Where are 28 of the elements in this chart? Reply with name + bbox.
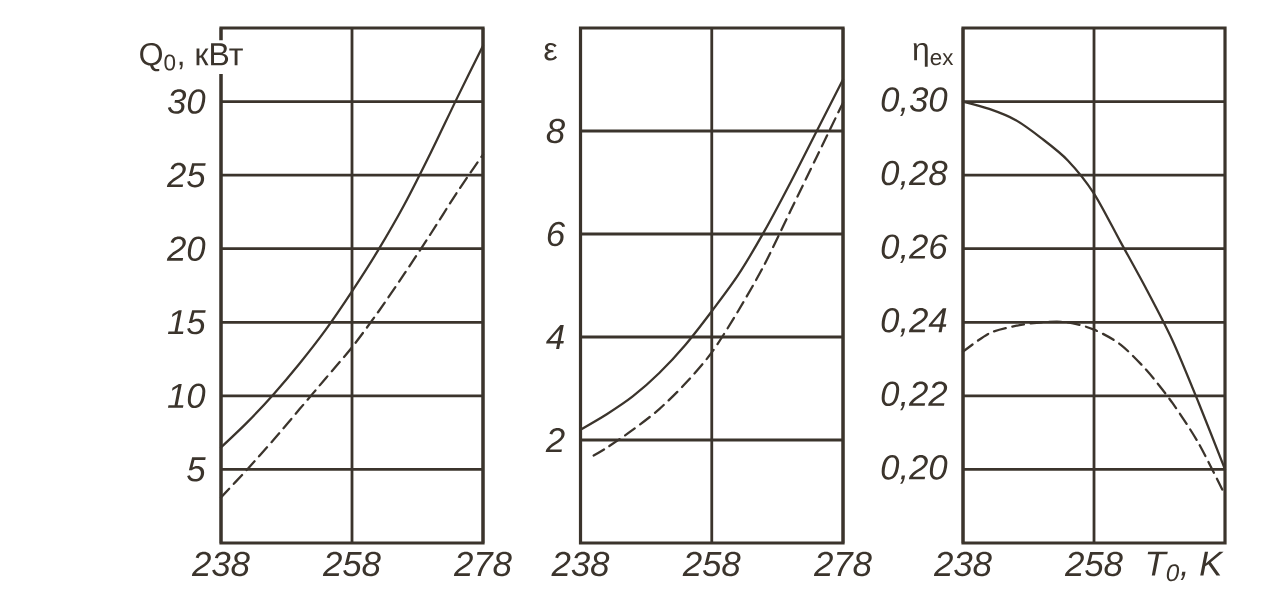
y-tick-label: 0,28: [881, 160, 948, 190]
x-tick-label: 238: [551, 551, 610, 577]
y-axis-title: η$_{ex}$: [913, 42, 954, 67]
y-axis-title: ε: [544, 42, 558, 61]
y-tick-label: 20: [166, 236, 206, 261]
y-tick-label: 10: [167, 383, 206, 409]
x-tick-label: 238: [191, 551, 250, 577]
y-tick-label: 0,20: [881, 455, 948, 484]
x-tick-label: 258: [682, 551, 741, 577]
x-tick-label: 278: [813, 551, 872, 577]
x-axis-title: T$_{0}$, K: [1147, 551, 1224, 582]
x-tick-label: 278: [453, 551, 512, 577]
y-tick-label: 25: [166, 162, 206, 188]
y-tick-label: 0,30: [881, 87, 948, 116]
y-tick-label: 5: [187, 457, 206, 482]
y-tick-label: 2: [545, 427, 565, 453]
y-tick-label: 0,22: [881, 381, 948, 411]
y-tick-label: 4: [546, 325, 564, 349]
y-tick-label: 0,26: [881, 234, 948, 264]
y-tick-label: 15: [167, 310, 206, 335]
x-tick-label: 238: [933, 551, 992, 577]
y-tick-label: 0,24: [881, 307, 947, 337]
y-tick-label: 30: [167, 89, 206, 114]
x-tick-label: 258: [322, 551, 381, 577]
x-tick-label: 258: [1064, 551, 1123, 577]
y-tick-label: 6: [547, 221, 566, 247]
y-axis-title: Q$_{0}$, кВт: [140, 42, 243, 72]
y-tick-label: 8: [546, 118, 565, 144]
